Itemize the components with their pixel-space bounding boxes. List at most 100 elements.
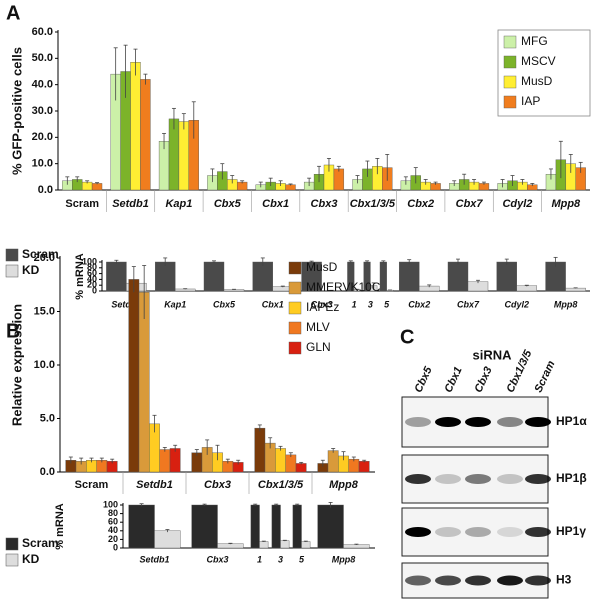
x-tick-label: Setdb1 [111,299,141,309]
blot-band [497,474,523,484]
bar [217,543,244,549]
y-tick-label: 30.0 [32,105,53,117]
bar [343,544,370,549]
legend-label: MFG [521,34,548,48]
x-tick-label: 1 [257,554,262,564]
x-tick-label: Setdb1 [112,198,149,210]
x-tick-label: Scram [75,479,109,491]
x-tick-label: Cbx5 [214,198,242,210]
bar [333,168,345,191]
legend-swatch [288,301,302,315]
legend-label: MusD [306,260,338,274]
legend-swatch [288,341,302,355]
x-tick-label: Cbx3 [311,198,338,210]
bar [327,450,339,473]
y-tick-label: 40 [87,274,97,284]
blot-band [525,417,551,427]
bar [128,504,155,549]
blot-band [465,474,491,484]
legend-swatch [288,321,302,335]
y-tick-label: 0.0 [40,466,55,478]
x-tick-label: Scram [65,198,99,210]
lane-label: Cbx3 [472,365,494,394]
lane-label: Scram [532,359,557,395]
bar [178,121,190,191]
y-tick-label: 40 [108,525,118,535]
x-tick-label: 1 [352,299,357,309]
legend-swatch [503,55,517,69]
x-tick-label: Cbx1/3/5 [258,479,304,491]
blot-band [497,575,523,586]
panel-label: B [6,320,20,342]
blot-band [465,575,491,586]
blot-band [435,417,461,427]
bar [301,541,311,549]
legend-label: GLN [306,340,331,354]
bar [516,285,538,292]
lane-label: Cbx1 [442,365,464,394]
x-tick-label: Cbx7 [456,198,484,210]
bar [295,463,307,473]
bar [565,287,586,292]
y-axis-label: % GFP-positive cells [9,47,24,175]
bar [292,504,302,549]
blot-band [405,417,431,427]
x-tick-label: Cbx1 [262,198,289,210]
legend-swatch [5,264,19,278]
legend-label: KD [22,552,40,566]
legend-label: MMERVK10C [306,280,381,294]
legend-label: KD [22,263,40,277]
y-tick-label: 20.0 [32,131,53,143]
blot-band [497,527,523,537]
bar [398,261,420,292]
blot-band [465,417,491,427]
y-tick-label: 20.0 [34,252,55,264]
legend-swatch [503,75,517,89]
bar [285,454,297,473]
bar [130,62,141,191]
y-tick-label: 60 [108,517,118,527]
legend-swatch [503,35,517,49]
legend-label: IAP [521,94,540,108]
y-tick-label: 0 [92,285,97,295]
blot-band [435,474,461,484]
panel-label: A [6,2,20,24]
lane-label: Cbx5 [412,364,435,394]
bar [271,504,281,549]
y-tick-label: 0.0 [38,184,53,196]
x-tick-label: Cdyl2 [505,299,530,309]
legend-label: MLV [306,320,330,334]
bar [128,279,140,473]
y-tick-label: 10.0 [34,359,55,371]
bar [154,261,176,292]
legend-swatch [5,248,19,262]
y-tick-label: 60.0 [32,26,53,38]
bar [250,504,260,549]
blot-band [405,575,431,586]
y-tick-label: 20 [87,280,97,290]
blot-title: siRNA [472,347,512,362]
row-label: H3 [556,573,572,587]
legend-swatch [5,553,19,567]
x-tick-label: Cbx3 [206,554,228,564]
x-tick-label: Mpp8 [332,554,356,564]
x-tick-label: 3 [368,299,373,309]
bar [91,183,103,191]
bar [496,261,517,292]
y-tick-label: 80 [108,508,118,518]
legend-swatch [288,281,302,295]
bar [168,118,180,191]
x-tick-label: 5 [384,299,390,309]
bar [191,504,218,549]
x-tick-label: Mpp8 [551,198,581,210]
row-label: HP1α [556,414,587,428]
x-tick-label: Cbx2 [408,299,430,309]
x-tick-label: 5 [299,554,305,564]
x-tick-label: 3 [278,554,283,564]
y-tick-label: 15.0 [34,305,55,317]
panel-label: C [400,326,414,348]
legend-swatch [288,261,302,275]
x-tick-label: Cbx5 [213,299,236,309]
bar [254,427,266,473]
